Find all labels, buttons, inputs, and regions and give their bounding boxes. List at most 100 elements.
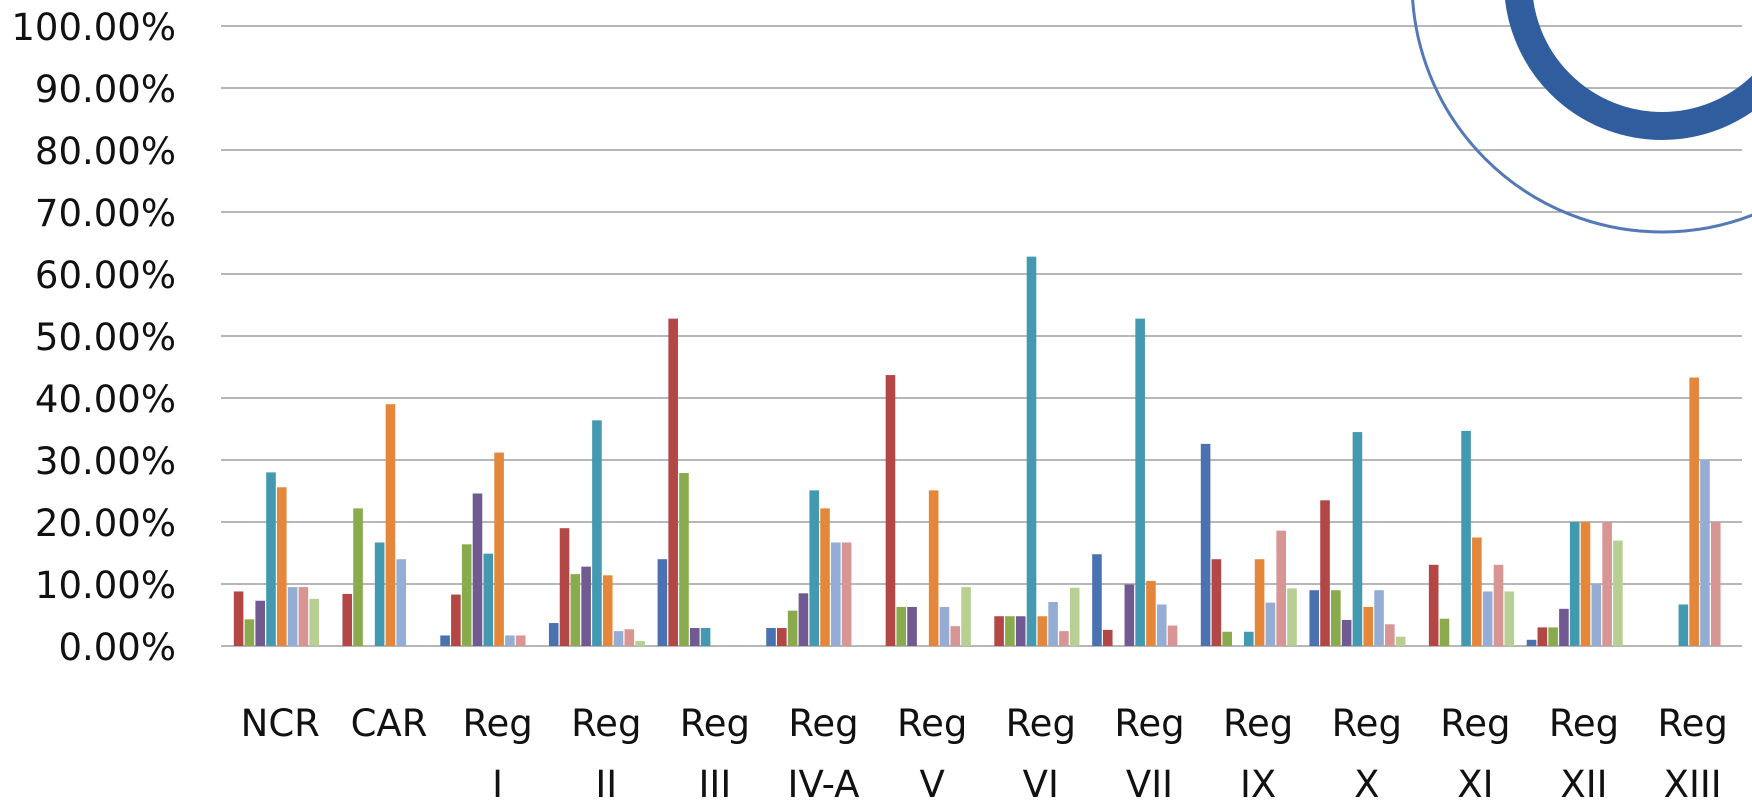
bar: [679, 473, 689, 646]
bar: [950, 626, 961, 646]
bar: [1537, 627, 1548, 646]
x-category-label: VII: [1126, 763, 1173, 799]
bar: [1222, 631, 1232, 646]
bar: [353, 508, 363, 646]
bar: [1385, 624, 1395, 646]
x-category-label: Reg: [1223, 702, 1293, 745]
bar: [809, 490, 820, 646]
bar: [374, 542, 385, 646]
bar: [1352, 432, 1363, 646]
y-tick-label: 30.00%: [35, 440, 176, 483]
bar: [1265, 602, 1276, 646]
gridlines: [221, 25, 1742, 647]
y-axis-tick-labels: 0.00% 10.00% 20.00% 30.00% 40.00% 50.00% 60.00…: [11, 6, 176, 669]
bar: [581, 566, 591, 646]
bar: [1037, 616, 1048, 646]
bar: [1591, 584, 1602, 646]
bar: [939, 606, 950, 646]
x-category-label: Reg: [1332, 702, 1402, 745]
bar: [700, 628, 711, 646]
bar: [1135, 318, 1145, 646]
bar: [266, 472, 276, 646]
y-tick-label: 60.00%: [35, 254, 176, 297]
bar: [841, 542, 852, 646]
bar: [385, 404, 396, 646]
x-category-label: II: [595, 763, 617, 799]
bar: [342, 593, 353, 646]
y-tick-label: 100.00%: [11, 6, 176, 49]
bar: [1287, 588, 1297, 646]
bar: [635, 641, 645, 646]
bar: [1015, 616, 1026, 646]
bar: [1092, 554, 1102, 646]
x-category-label: NCR: [241, 702, 320, 745]
y-tick-label: 0.00%: [58, 626, 176, 669]
y-tick-label: 10.00%: [35, 564, 176, 607]
bar: [896, 606, 907, 646]
bar: [787, 610, 798, 646]
bar: [668, 318, 678, 646]
x-category-label: Reg: [1440, 702, 1510, 745]
x-category-label: Reg: [897, 702, 967, 745]
bar: [1048, 601, 1058, 646]
bar: [1439, 618, 1450, 646]
bar: [831, 542, 841, 646]
x-category-label: III: [699, 763, 732, 799]
bar: [570, 574, 581, 646]
x-category-label: Reg: [680, 702, 750, 745]
bar: [244, 619, 255, 646]
x-category-label: XII: [1560, 763, 1607, 799]
bar: [1124, 584, 1135, 646]
y-tick-label: 80.00%: [35, 130, 176, 173]
x-category-label: Reg: [462, 702, 532, 745]
bar: [1710, 522, 1721, 646]
x-category-label: XI: [1457, 763, 1493, 799]
bar: [472, 493, 483, 646]
bar: [1526, 639, 1537, 646]
x-category-label: IV-A: [788, 763, 860, 799]
bar: [820, 508, 830, 646]
y-tick-label: 50.00%: [35, 316, 176, 359]
bar: [1678, 604, 1689, 646]
circular-logo-decoration: [1411, 0, 1752, 234]
x-category-label: VI: [1023, 763, 1059, 799]
bar: [1472, 537, 1482, 646]
bar: [1102, 629, 1113, 646]
bar: [298, 587, 309, 646]
bar: [1374, 590, 1384, 646]
bar: [657, 559, 668, 646]
x-category-label: Reg: [1006, 702, 1076, 745]
y-tick-label: 70.00%: [35, 192, 176, 235]
bar: [483, 553, 494, 646]
x-category-label: Reg: [788, 702, 858, 745]
bar: [624, 629, 635, 646]
bar: [1156, 604, 1167, 646]
bar: [1005, 616, 1015, 646]
bar: [613, 631, 624, 646]
y-tick-label: 40.00%: [35, 378, 176, 421]
bar: [494, 452, 504, 646]
bar: [277, 487, 287, 646]
bar: [1504, 591, 1515, 646]
bar: [396, 559, 407, 646]
bar: [602, 575, 613, 646]
bar: [1026, 256, 1037, 646]
x-category-label: XIII: [1664, 763, 1722, 799]
bar: [1700, 460, 1710, 646]
bar: [1363, 606, 1374, 646]
bar: [1341, 619, 1352, 646]
bar: [994, 616, 1004, 646]
bar: [1254, 559, 1265, 646]
bar: [1602, 522, 1612, 646]
bar: [255, 600, 265, 646]
bar: [1309, 590, 1320, 646]
bar: [592, 420, 602, 646]
bar: [1167, 625, 1178, 646]
bar: [440, 635, 450, 646]
bar: [505, 635, 515, 646]
x-category-label: Reg: [1549, 702, 1619, 745]
bars: [233, 256, 1721, 646]
bar: [1689, 377, 1699, 646]
